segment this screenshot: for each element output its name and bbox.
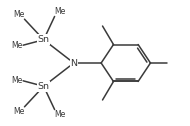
Text: Sn: Sn — [38, 35, 50, 44]
Text: N: N — [70, 58, 77, 68]
Text: Sn: Sn — [38, 82, 50, 91]
Text: Me: Me — [12, 41, 23, 50]
Text: Me: Me — [12, 76, 23, 85]
Text: Me: Me — [13, 10, 25, 19]
Text: Me: Me — [55, 109, 66, 119]
Text: Me: Me — [13, 107, 25, 116]
Text: Me: Me — [55, 7, 66, 17]
